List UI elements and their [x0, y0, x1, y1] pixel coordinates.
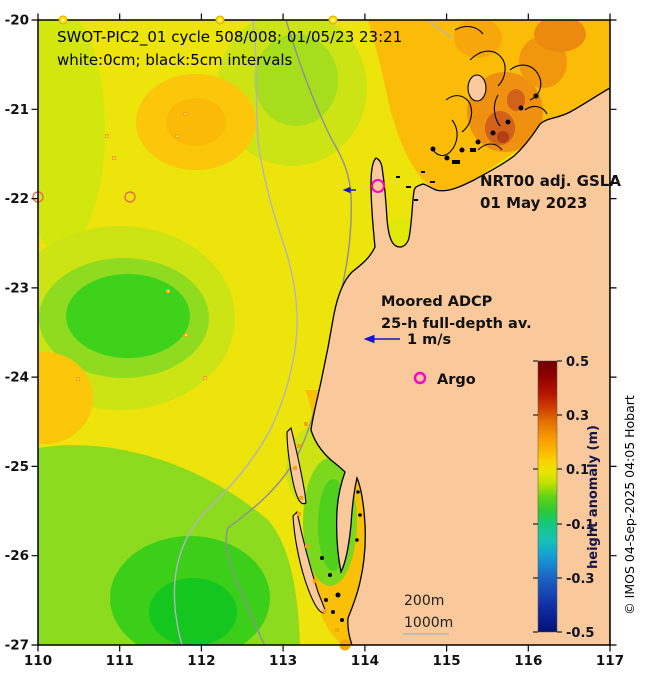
svg-text:117: 117 — [596, 653, 624, 669]
svg-text:110: 110 — [24, 653, 52, 669]
colorbar-tick: 0.1 — [566, 463, 589, 478]
isobath-fragment — [427, 20, 453, 39]
coastal-islets — [320, 93, 539, 622]
svg-text:-21: -21 — [5, 102, 29, 118]
dataset-label-line2: 01 May 2023 — [480, 194, 587, 212]
svg-text:-26: -26 — [5, 548, 29, 564]
adcp-label-line1: Moored ADCP — [381, 294, 493, 310]
y-axis-labels: -20 -21 -22 -23 -24 -25 -26 -27 — [5, 13, 29, 654]
island-chain-south — [292, 510, 327, 614]
argo-legend-marker — [413, 371, 427, 385]
svg-text:-20: -20 — [5, 13, 29, 29]
isobath-1000-line — [173, 20, 298, 645]
adcp-vector — [342, 186, 356, 194]
adcp-scale-label: 1 m/s — [407, 332, 451, 348]
axis-ticks — [31, 13, 617, 652]
top-edge-obs-dots — [58, 15, 338, 25]
isobath-200-label: 200m — [404, 593, 444, 609]
land-western-australia — [310, 87, 610, 645]
argo-float-marker — [371, 179, 385, 193]
svg-text:-23: -23 — [5, 280, 29, 296]
svg-text:113: 113 — [269, 653, 297, 669]
colorbar-tick: -0.5 — [566, 626, 594, 641]
svg-text:-27: -27 — [5, 638, 29, 654]
figure-title-line2: white:0cm; black:5cm intervals — [57, 51, 293, 69]
svg-text:111: 111 — [106, 653, 134, 669]
island-barrow — [467, 74, 487, 102]
adcp-label-line2: 25-h full-depth av. — [381, 316, 532, 332]
argo-legend-label: Argo — [437, 372, 476, 388]
figure-title-line1: SWOT-PIC2_01 cycle 508/008; 01/05/23 23:… — [57, 28, 402, 47]
colorbar-tick: 0.3 — [566, 409, 589, 424]
plot-border — [37, 19, 611, 646]
colorbar-gradient — [537, 360, 558, 633]
svg-text:114: 114 — [351, 653, 379, 669]
colorbar-tick: -0.3 — [566, 572, 594, 587]
svg-text:-22: -22 — [5, 191, 29, 207]
dataset-label-line1: NRT00 adj. GSLA — [480, 172, 621, 190]
credit-text: © IMOS 04-Sep-2025 04:05 Hobart — [622, 395, 637, 615]
colorbar-tick: 0.5 — [566, 355, 589, 370]
colorbar-axis-label: height anomaly (m) — [586, 425, 601, 569]
isobath-1000-label: 1000m — [404, 615, 453, 631]
adcp-scale-arrow — [363, 334, 400, 344]
svg-text:112: 112 — [187, 653, 215, 669]
island-dirk-hartog — [286, 426, 307, 505]
svg-text:116: 116 — [514, 653, 542, 669]
colorbar-tick: -0.1 — [566, 518, 594, 533]
svg-text:115: 115 — [433, 653, 461, 669]
obs-ring — [124, 191, 136, 203]
colorbar: 0.5 0.3 0.1 -0.1 -0.3 -0.5 height anomal… — [533, 355, 601, 641]
x-axis-labels: 110 111 112 113 114 115 116 117 — [24, 653, 624, 669]
svg-text:-24: -24 — [5, 370, 29, 386]
svg-text:-25: -25 — [5, 459, 29, 475]
